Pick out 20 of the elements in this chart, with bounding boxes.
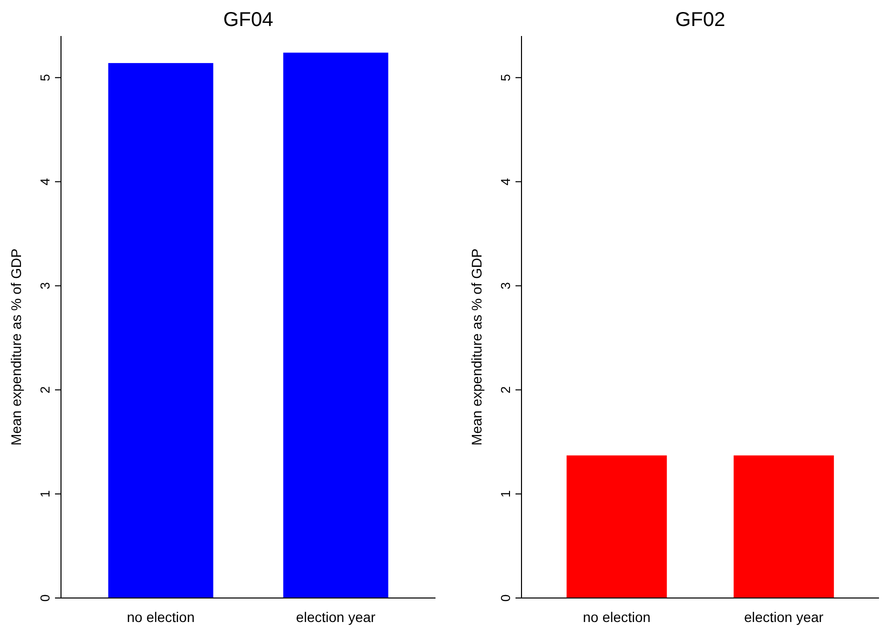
y-axis-title: Mean expenditure as % of GDP (468, 248, 484, 446)
x-tick-label: election year (744, 609, 824, 625)
x-tick-label: no election (126, 609, 195, 625)
y-tick-label: 1 (38, 490, 52, 498)
x-tick-label: no election (582, 609, 651, 625)
chart-title: GF02 (675, 9, 726, 31)
y-tick-label: 4 (498, 178, 513, 186)
chart-title: GF04 (223, 9, 274, 31)
y-tick-label: 3 (38, 282, 52, 290)
y-tick-label: 2 (38, 386, 52, 394)
x-tick-label: election year (296, 609, 376, 625)
y-tick-label: 4 (38, 178, 52, 186)
y-tick-label: 1 (498, 490, 513, 498)
y-tick-label: 3 (498, 282, 513, 290)
y-tick-label: 2 (498, 386, 513, 394)
y-tick-label: 0 (38, 594, 52, 602)
y-tick-label: 5 (498, 74, 513, 82)
y-axis-title: Mean expenditure as % of GDP (8, 248, 24, 446)
y-tick-label: 5 (38, 74, 52, 82)
y-tick-label: 0 (498, 594, 513, 602)
